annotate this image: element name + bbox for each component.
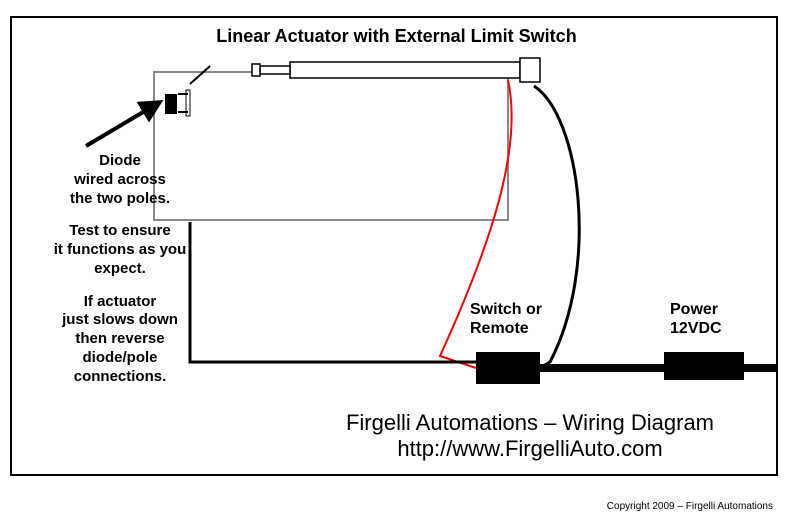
switch-label-l1: Switch or xyxy=(470,301,542,318)
note1-l3: the two poles. xyxy=(70,190,170,207)
ground-wire-limit xyxy=(190,222,476,362)
actuator-rod-tip xyxy=(252,64,260,76)
switch-label-l2: Remote xyxy=(470,320,529,337)
note3-l5: connections. xyxy=(74,368,167,385)
note2-l2: it functions as you xyxy=(54,241,187,258)
note3-l3: then reverse xyxy=(75,330,164,347)
switch-remote-box xyxy=(476,352,540,384)
note3-l4: diode/pole xyxy=(83,349,158,366)
diode-body xyxy=(165,94,177,114)
diode-lead-wire xyxy=(190,66,210,84)
note1-l1: Diode xyxy=(99,152,141,169)
copyright-text: Copyright 2009 – Firgelli Automations xyxy=(607,501,773,512)
power-label-l1: Power xyxy=(670,301,718,318)
actuator-motor-end xyxy=(520,58,540,82)
side-notes: Diode wired across the two poles. Test t… xyxy=(40,152,200,400)
note3-l1: If actuator xyxy=(84,293,157,310)
power-supply-box xyxy=(664,352,744,380)
actuator-rod xyxy=(260,66,290,74)
power-label: Power 12VDC xyxy=(670,300,722,338)
switch-label: Switch or Remote xyxy=(470,300,542,338)
note3-l2: just slows down xyxy=(62,311,178,328)
power-label-l2: 12VDC xyxy=(670,320,722,337)
note2-l3: expect. xyxy=(94,260,146,277)
footer-url: http://www.FirgelliAuto.com xyxy=(300,436,760,462)
diode-pointer-arrow xyxy=(86,102,160,146)
note2-l1: Test to ensure xyxy=(69,222,170,239)
limit-switch-enclosure xyxy=(154,72,508,220)
footer-title: Firgelli Automations – Wiring Diagram xyxy=(300,410,760,436)
note1-l2: wired across xyxy=(74,171,166,188)
actuator-body xyxy=(290,62,520,78)
